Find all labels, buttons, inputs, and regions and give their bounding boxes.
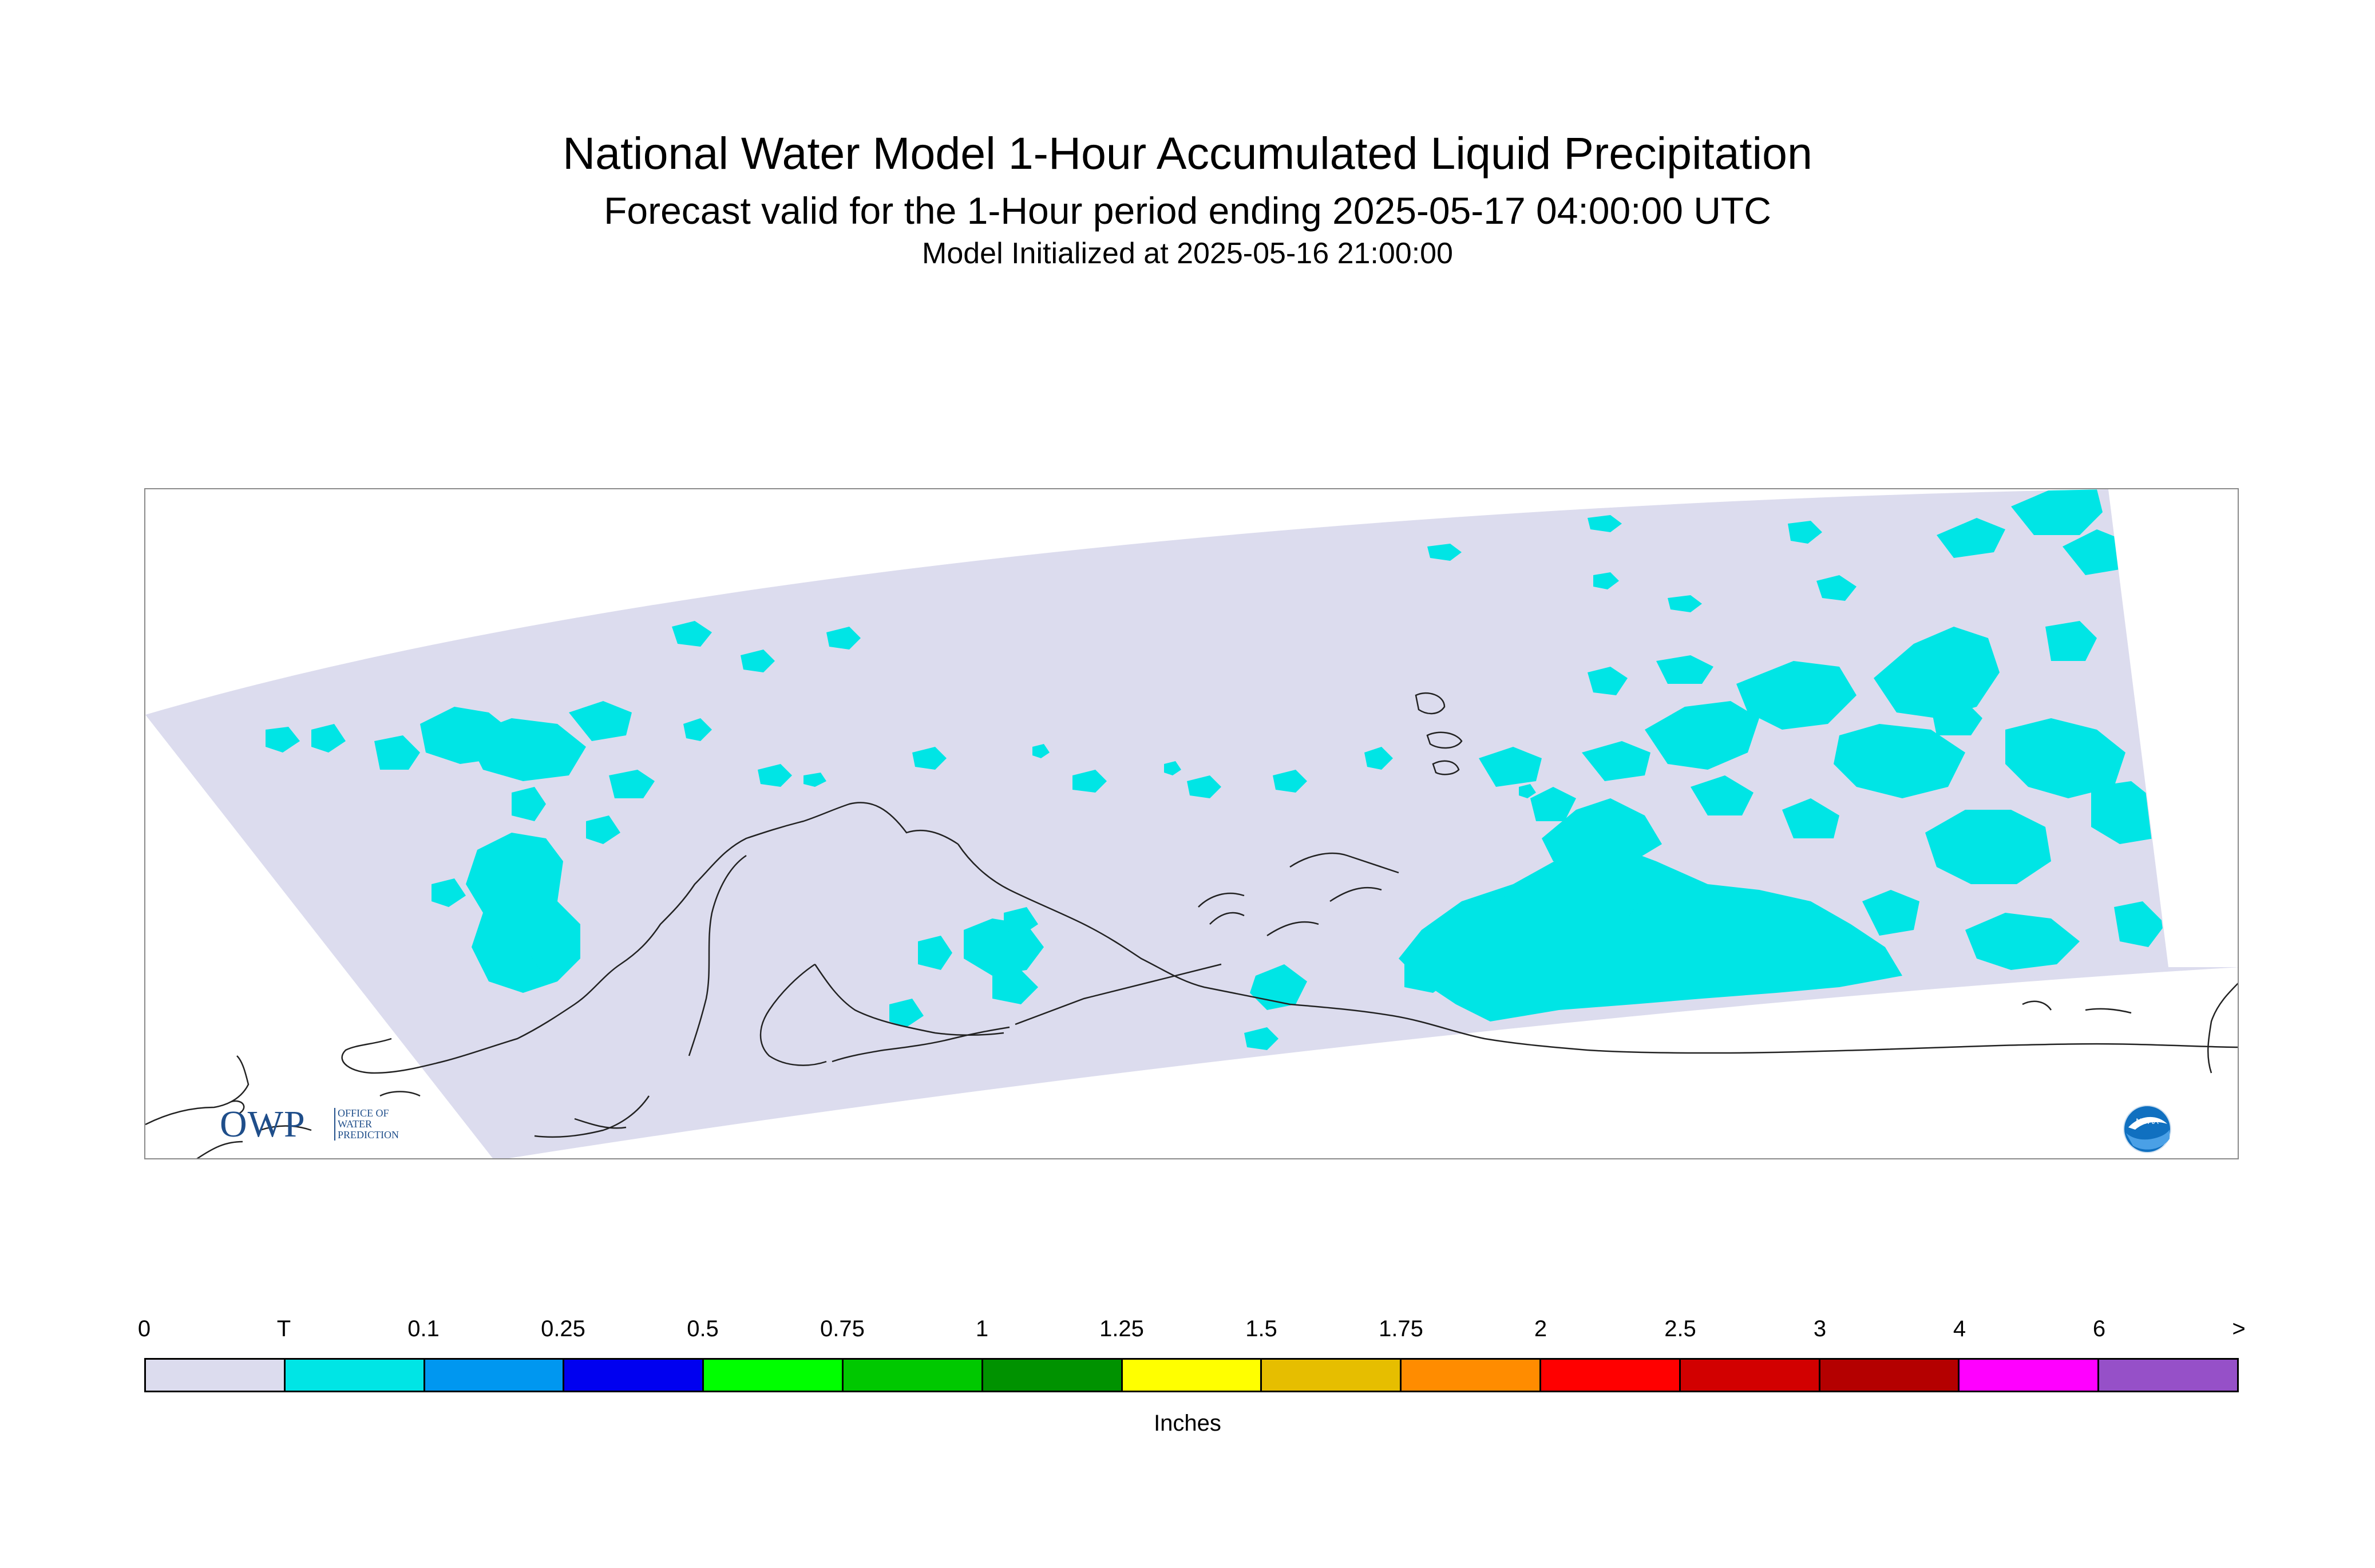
owp-logo: OWP OFFICE OF WATER PREDICTION bbox=[220, 1103, 399, 1145]
map-title: National Water Model 1-Hour Accumulated … bbox=[563, 128, 1812, 179]
legend-swatch-10 bbox=[1541, 1360, 1681, 1391]
coastlines bbox=[145, 692, 2238, 1158]
legend-swatch-6 bbox=[983, 1360, 1123, 1391]
owp-logo-letters: OWP bbox=[220, 1103, 306, 1145]
legend-tick-labels: 0 T 0.1 0.25 0.5 0.75 1 1.25 1.5 1.75 2 2.5 3 4 6 > bbox=[138, 1316, 2246, 1345]
legend-tick-label: 1.75 bbox=[1379, 1316, 1423, 1341]
precipitation-map: OWP OFFICE OF WATER PREDICTION NOAA bbox=[144, 488, 2239, 1159]
legend-swatch-1 bbox=[285, 1360, 425, 1391]
legend-swatch-9 bbox=[1402, 1360, 1541, 1391]
legend-swatch-11 bbox=[1680, 1360, 1820, 1391]
legend-tick-label: 4 bbox=[1953, 1316, 1966, 1341]
legend-tick-label: 0.1 bbox=[407, 1316, 440, 1341]
legend-tick-label: 1 bbox=[975, 1316, 989, 1341]
legend-swatch-0 bbox=[146, 1360, 286, 1391]
legend-tick-label: 1.25 bbox=[1099, 1316, 1144, 1341]
legend-tick-label: 2.5 bbox=[1664, 1316, 1696, 1341]
legend-swatch-8 bbox=[1262, 1360, 1402, 1391]
legend-tick-label: 6 bbox=[2092, 1316, 2106, 1341]
legend-color-bar bbox=[144, 1358, 2239, 1392]
legend-tick-label: 0.75 bbox=[820, 1316, 865, 1341]
noaa-logo-label: NOAA bbox=[2136, 1116, 2159, 1126]
legend-tick-label: 0.25 bbox=[541, 1316, 585, 1341]
legend-tick-label: > bbox=[2232, 1316, 2246, 1341]
legend-swatch-5 bbox=[843, 1360, 983, 1391]
legend-swatch-2 bbox=[425, 1360, 565, 1391]
legend-swatch-3 bbox=[564, 1360, 704, 1391]
legend-swatch-14 bbox=[2099, 1360, 2237, 1391]
forecast-valid-subtitle: Forecast valid for the 1-Hour period end… bbox=[604, 189, 1771, 232]
legend-tick-label: 0 bbox=[137, 1316, 151, 1341]
map-canvas bbox=[145, 489, 2238, 1158]
legend-swatch-4 bbox=[704, 1360, 844, 1391]
legend-tick-label: 0.5 bbox=[687, 1316, 719, 1341]
legend-tick-label: 3 bbox=[1813, 1316, 1827, 1341]
model-domain-area bbox=[145, 489, 2238, 1158]
legend-tick-label: T bbox=[276, 1316, 291, 1341]
legend-unit-label: Inches bbox=[1154, 1411, 1221, 1436]
owp-logo-name: OFFICE OF WATER PREDICTION bbox=[334, 1108, 406, 1141]
legend-swatch-7 bbox=[1122, 1360, 1262, 1391]
noaa-logo: NOAA bbox=[2123, 1105, 2171, 1153]
legend-swatch-13 bbox=[1960, 1360, 2100, 1391]
legend-tick-label: 1.5 bbox=[1245, 1316, 1277, 1341]
legend-tick-label: 2 bbox=[1534, 1316, 1547, 1341]
model-initialized-text: Model Initialized at 2025-05-16 21:00:00 bbox=[922, 237, 1453, 270]
legend-swatch-12 bbox=[1820, 1360, 1960, 1391]
